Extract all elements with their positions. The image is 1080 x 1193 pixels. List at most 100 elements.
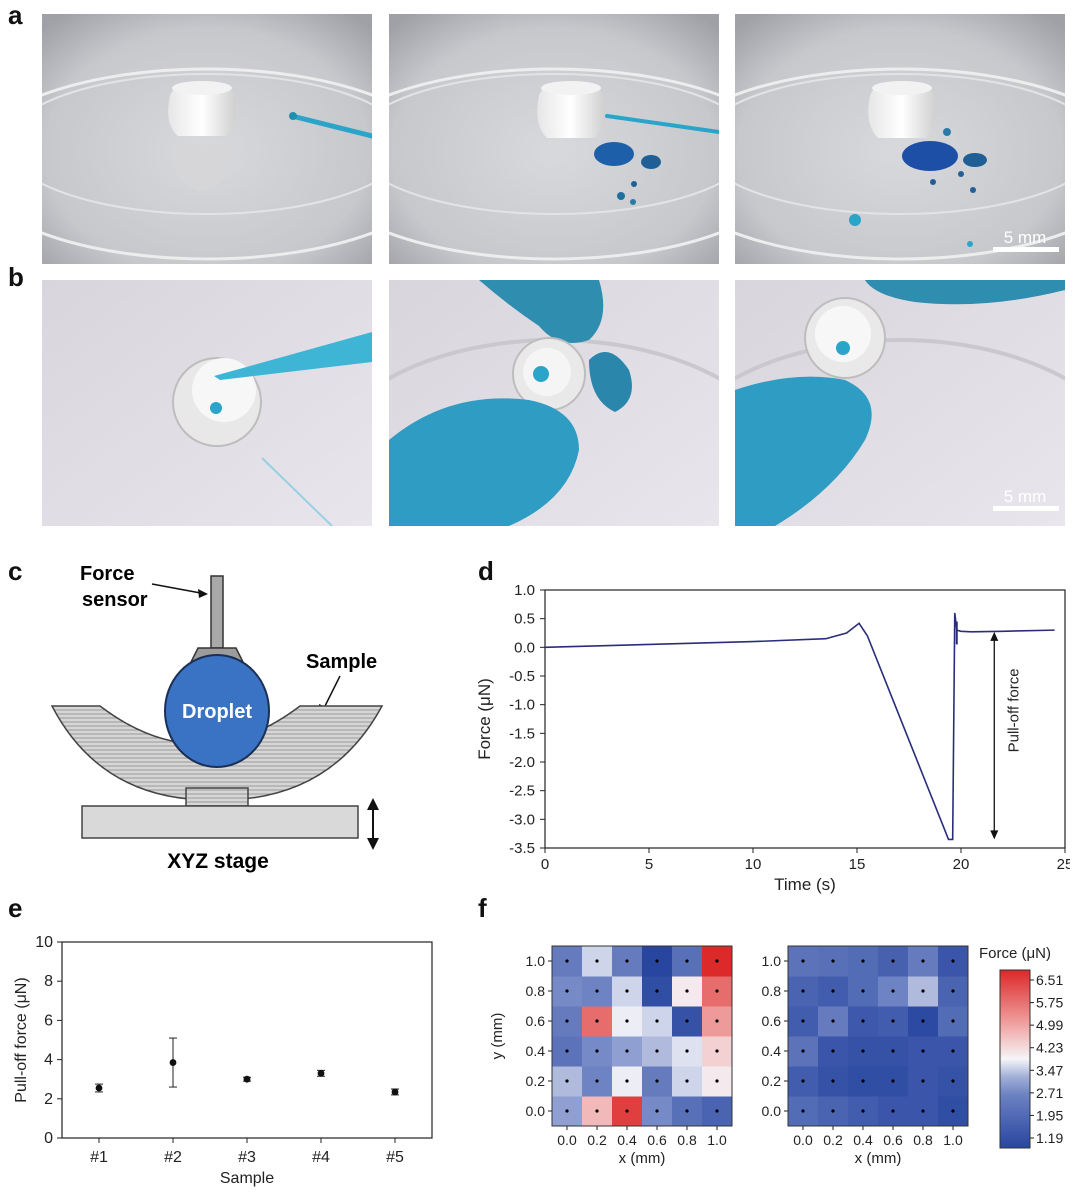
sample-point <box>655 959 659 963</box>
schematic-c: Force sensor Sample Droplet XYZ stage <box>50 563 384 873</box>
data-point <box>95 1084 103 1092</box>
sample-point <box>685 989 689 993</box>
y-tick-label-e: 6 <box>44 1012 53 1029</box>
y-tick-label-d: 1.0 <box>514 582 535 599</box>
plot-frame-e <box>61 941 433 1139</box>
sample-point <box>831 1049 835 1053</box>
sample-point <box>951 959 955 963</box>
sample-point <box>565 1049 569 1053</box>
x-tick-label-f: 0.4 <box>617 1132 637 1148</box>
sample-point <box>715 1079 719 1083</box>
sample-point <box>715 1049 719 1053</box>
colorbar-tick-label: 5.75 <box>1036 995 1063 1011</box>
y-tick-label-f: 0.0 <box>762 1103 782 1119</box>
chart-e: 0 2 4 6 8 10 #1 #2 #3 #4 #5 Sample Pull-off force (μ… <box>13 934 433 1187</box>
sample-point <box>951 1049 955 1053</box>
x-tick-label-d: 25 <box>1057 856 1070 873</box>
x-tick-label-f: 0.0 <box>793 1132 813 1148</box>
sample-point <box>595 1079 599 1083</box>
scale-bar-label-a: 5 mm <box>1004 228 1047 247</box>
sample-point <box>685 1109 689 1113</box>
sample-point <box>951 1019 955 1023</box>
series-line-force <box>544 612 1055 841</box>
colorbar-tick-label: 6.51 <box>1036 972 1063 988</box>
sample-point <box>861 959 865 963</box>
sample-point <box>801 1079 805 1083</box>
panel-label-d: d <box>478 556 494 586</box>
x-tick-label-e: #2 <box>164 1149 182 1166</box>
sample-point <box>685 1019 689 1023</box>
y-tick-label-f: 0.8 <box>526 983 546 999</box>
sample-point <box>861 1109 865 1113</box>
y-tick-label-f: 0.4 <box>762 1043 782 1059</box>
photo-a2 <box>389 14 719 264</box>
x-tick-label-d: 0 <box>541 856 549 873</box>
y-tick-label-d: -0.5 <box>509 668 535 685</box>
x-tick-label-f: 0.0 <box>557 1132 577 1148</box>
label-force-sensor-2: sensor <box>82 589 148 611</box>
sample-point <box>861 989 865 993</box>
panel-label-e: e <box>8 893 23 923</box>
y-axis-label-f: y (mm) <box>489 1013 506 1060</box>
data-point <box>243 1075 251 1083</box>
sample-point <box>595 1049 599 1053</box>
sample-point <box>655 1079 659 1083</box>
sample-point <box>625 1019 629 1023</box>
chart-d: 0 5 10 15 20 25 1.0 0.5 0.0 -0.5 -1.0 -1.5 -2.0 -2.5 -… <box>475 582 1070 894</box>
sample-point <box>565 1019 569 1023</box>
scale-bar-label-b: 5 mm <box>1004 487 1047 506</box>
droplet <box>164 654 270 768</box>
x-axis-label-d: Time (s) <box>774 875 836 894</box>
x-axis-label-e: Sample <box>220 1170 274 1187</box>
colorbar-tick-label: 3.47 <box>1036 1062 1063 1078</box>
sample-point <box>801 1019 805 1023</box>
x-tick-label-f: 0.2 <box>823 1132 843 1148</box>
sample-point <box>921 1079 925 1083</box>
x-tick-label-e: #1 <box>90 1149 108 1166</box>
sample-point <box>831 1019 835 1023</box>
x-tick-label-f: 0.8 <box>677 1132 697 1148</box>
colorbar <box>999 969 1031 1149</box>
sample-point <box>715 1019 719 1023</box>
y-axis-label-d: Force (μN) <box>475 678 494 760</box>
sample-point <box>891 959 895 963</box>
panel-label-b: b <box>8 262 24 292</box>
sample-point <box>891 1109 895 1113</box>
sample-point <box>655 1049 659 1053</box>
sample-point <box>921 1049 925 1053</box>
sample-point <box>595 959 599 963</box>
sample-point <box>595 1109 599 1113</box>
sample-point <box>861 1079 865 1083</box>
x-tick-label-f: 0.6 <box>883 1132 903 1148</box>
y-tick-label-d: -3.0 <box>509 811 535 828</box>
colorbar-tick-label: 4.99 <box>1036 1017 1063 1033</box>
pull-off-annotation: Pull-off force <box>1005 668 1022 752</box>
x-tick-label-e: #3 <box>238 1149 256 1166</box>
sample-point <box>891 1019 895 1023</box>
heatmap-frame <box>787 945 969 1127</box>
sample-point <box>595 1019 599 1023</box>
label-xyz-stage: XYZ stage <box>167 850 269 873</box>
sample-point <box>891 989 895 993</box>
data-point <box>169 1059 177 1066</box>
sample-point <box>685 1049 689 1053</box>
y-tick-label-f: 0.0 <box>526 1103 546 1119</box>
colorbar-tick-label: 1.95 <box>1036 1107 1063 1123</box>
x-tick-label-f: 0.2 <box>587 1132 607 1148</box>
chart-f: 0.0 0.2 0.4 0.6 0.8 1.0 0.0 0.2 0.4 0.6 0.8 1.0 x (m… <box>489 945 1063 1167</box>
sample-point <box>655 1019 659 1023</box>
sample-point <box>565 959 569 963</box>
sample-point <box>625 1079 629 1083</box>
y-tick-label-f: 1.0 <box>526 953 546 969</box>
y-tick-label-d: -2.0 <box>509 754 535 771</box>
data-point <box>317 1069 325 1077</box>
y-tick-label-f: 0.6 <box>526 1013 546 1029</box>
sample-point <box>831 1109 835 1113</box>
y-tick-label-f: 0.6 <box>762 1013 782 1029</box>
label-sample: Sample <box>306 651 377 673</box>
y-tick-label-e: 2 <box>44 1091 53 1108</box>
x-tick-label-d: 5 <box>645 856 653 873</box>
label-force-sensor-1: Force <box>80 563 134 585</box>
xyz-stage <box>81 805 359 839</box>
x-tick-label-f: 1.0 <box>707 1132 727 1148</box>
